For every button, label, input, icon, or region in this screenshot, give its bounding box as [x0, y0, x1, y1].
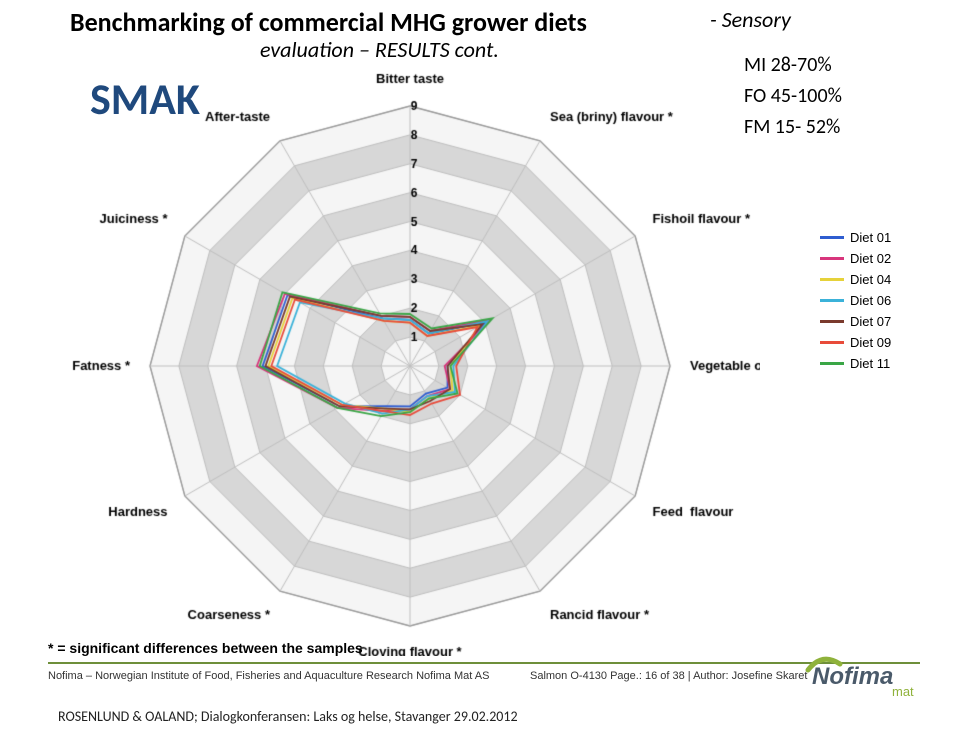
- significance-note: * = significant differences between the …: [48, 640, 363, 656]
- legend-item: Diet 06: [820, 293, 891, 308]
- legend-swatch: [820, 257, 844, 260]
- footer-left: Nofima – Norwegian Institute of Food, Fi…: [48, 670, 489, 682]
- chart-legend: Diet 01 Diet 02 Diet 04 Diet 06 Diet 07 Diet …: [820, 230, 891, 377]
- page-title: Benchmarking of commercial MHG grower di…: [70, 6, 587, 38]
- logo-sub: mat: [892, 684, 914, 698]
- legend-label: Diet 09: [850, 335, 891, 350]
- legend-label: Diet 06: [850, 293, 891, 308]
- sensory-label: - Sensory: [710, 6, 791, 33]
- radar-chart: [60, 56, 760, 656]
- legend-swatch: [820, 236, 844, 239]
- legend-swatch: [820, 341, 844, 344]
- legend-swatch: [820, 299, 844, 302]
- legend-swatch: [820, 278, 844, 281]
- legend-label: Diet 02: [850, 251, 891, 266]
- legend-item: Diet 07: [820, 314, 891, 329]
- legend-label: Diet 07: [850, 314, 891, 329]
- legend-label: Diet 11: [850, 356, 890, 371]
- legend-item: Diet 01: [820, 230, 891, 245]
- legend-label: Diet 01: [850, 230, 891, 245]
- legend-item: Diet 02: [820, 251, 891, 266]
- slide-footer: ROSENLUND & OALAND; Dialogkonferansen: L…: [58, 708, 518, 725]
- legend-label: Diet 04: [850, 272, 891, 287]
- legend-item: Diet 04: [820, 272, 891, 287]
- logo-word: Nofima: [812, 663, 893, 690]
- legend-item: Diet 11: [820, 356, 891, 371]
- divider: [48, 662, 920, 664]
- legend-swatch: [820, 362, 844, 365]
- legend-item: Diet 09: [820, 335, 891, 350]
- footer-right: Salmon O-4130 Page.: 16 of 38 | Author: …: [530, 670, 807, 682]
- legend-swatch: [820, 320, 844, 323]
- nofima-logo: Nofima mat: [800, 650, 930, 703]
